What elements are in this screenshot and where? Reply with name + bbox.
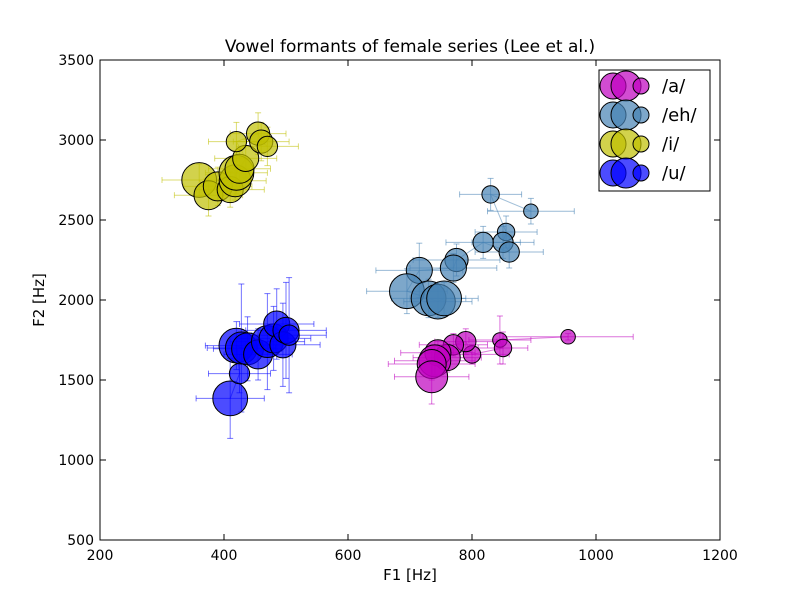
data-point: [278, 324, 300, 346]
x-tick-label: 400: [211, 548, 238, 564]
x-tick-label: 800: [459, 548, 486, 564]
y-tick-label: 3500: [58, 53, 94, 69]
series-0: [387, 315, 634, 405]
data-point: [439, 254, 467, 282]
y-axis-label: F2 [Hz]: [30, 273, 48, 327]
series-2: [161, 112, 299, 217]
y-tick-label: 2500: [58, 213, 94, 229]
y-tick-label: 3000: [58, 133, 94, 149]
data-point: [256, 135, 279, 158]
data-point: [225, 130, 248, 153]
legend-marker: [632, 164, 650, 182]
legend-entry: /u/: [599, 157, 686, 189]
legend-marker: [632, 77, 650, 95]
legend-label: /a/: [662, 76, 686, 97]
legend-label: /i/: [662, 134, 680, 155]
legend-label: /eh/: [662, 105, 698, 126]
legend-entry: /a/: [599, 70, 686, 102]
series-3: [195, 277, 327, 439]
y-tick-label: 500: [67, 533, 94, 549]
legend: /a/ /eh/ /i/ /u/: [598, 69, 711, 192]
data-point: [426, 280, 463, 317]
data-point: [212, 380, 249, 417]
chart-title: Vowel formants of female series (Lee et …: [225, 37, 595, 57]
legend-entry: /eh/: [599, 99, 698, 131]
data-point: [228, 362, 251, 385]
x-axis-label: F1 [Hz]: [383, 566, 437, 584]
legend-entry: /i/: [599, 128, 680, 160]
legend-marker: [632, 135, 650, 153]
x-tick-label: 600: [335, 548, 362, 564]
legend-marker: [632, 106, 650, 124]
data-point: [415, 360, 449, 394]
data-point: [472, 231, 494, 254]
ticks-layer: 200 400 600 800 1000 1200 500 1000 1500 2000 2500 3…: [58, 53, 737, 564]
x-tick-label: 1200: [702, 548, 738, 564]
y-tick-label: 1000: [58, 453, 94, 469]
data-point: [560, 329, 576, 345]
legend-label: /u/: [662, 163, 686, 184]
y-tick-label: 2000: [58, 293, 94, 309]
data-point: [498, 241, 520, 263]
data-point: [493, 338, 513, 358]
data-point: [481, 185, 500, 204]
series-1: [366, 177, 575, 320]
series-layer: [161, 112, 634, 439]
y-tick-label: 1500: [58, 373, 94, 389]
x-tick-label: 1000: [578, 548, 614, 564]
x-tick-label: 200: [87, 548, 114, 564]
data-point: [523, 203, 539, 219]
